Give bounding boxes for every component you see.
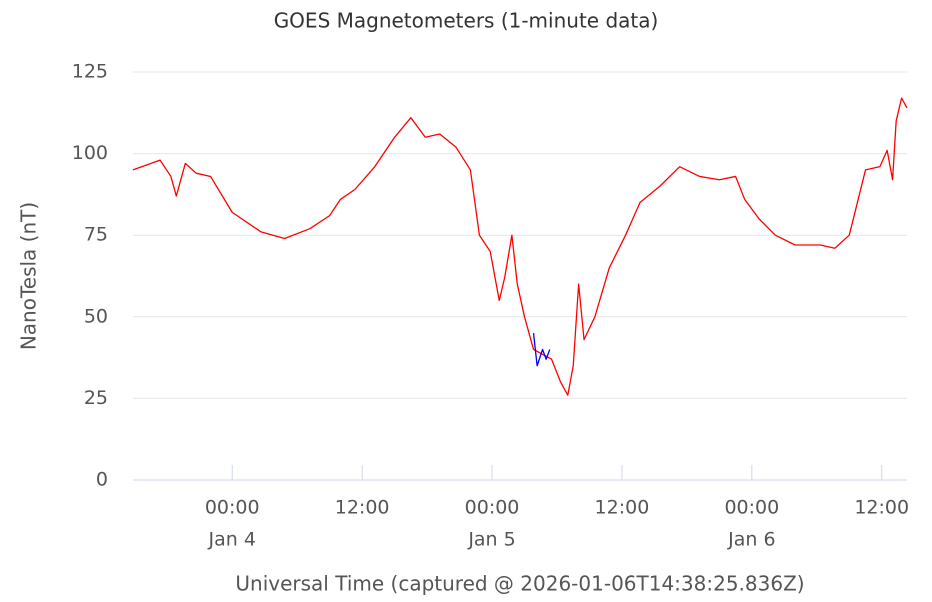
x-tick-label: 12:00: [854, 497, 909, 519]
y-tick-label: 100: [72, 142, 108, 164]
x-tick-label: 12:00: [335, 497, 390, 519]
y-tick-label: 50: [84, 305, 108, 327]
data-line: [532, 333, 551, 367]
x-tick-label: 00:00: [724, 497, 779, 519]
y-tick-label: 0: [96, 469, 108, 491]
x-tick-date: Jan 6: [727, 529, 775, 551]
y-tick-label: 25: [84, 387, 108, 409]
y-tick-label: 75: [84, 224, 108, 246]
chart-title: GOES Magnetometers (1-minute data): [274, 9, 659, 33]
x-tick-date: Jan 4: [208, 529, 256, 551]
x-tick-date: Jan 5: [467, 529, 515, 551]
y-axis-label: NanoTesla (nT): [17, 202, 41, 350]
y-tick-label: 125: [72, 61, 108, 83]
x-axis-label: Universal Time (captured @ 2026-01-06T14…: [235, 572, 804, 596]
x-tick-label: 00:00: [205, 497, 260, 519]
x-tick-label: 12:00: [595, 497, 650, 519]
x-tick-label: 00:00: [465, 497, 520, 519]
data-line: [132, 97, 908, 396]
